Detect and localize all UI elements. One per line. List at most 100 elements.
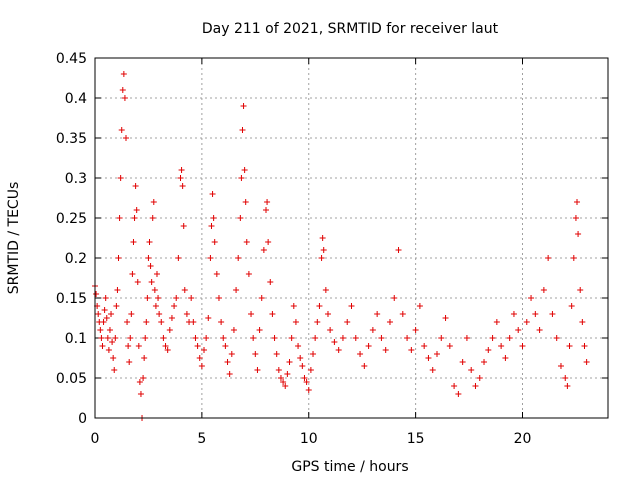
data-point xyxy=(220,335,227,341)
data-point xyxy=(179,183,186,189)
data-point xyxy=(146,239,153,245)
data-point xyxy=(312,335,319,341)
data-point xyxy=(365,343,372,349)
data-point xyxy=(455,391,462,397)
data-point xyxy=(211,239,218,245)
data-point xyxy=(99,343,106,349)
data-point xyxy=(222,343,229,349)
data-point xyxy=(310,351,317,357)
data-point xyxy=(557,363,564,369)
data-point xyxy=(280,379,287,385)
plot-frame xyxy=(94,57,609,419)
data-point xyxy=(395,247,402,253)
data-point xyxy=(245,271,252,277)
data-point xyxy=(152,303,159,309)
data-point xyxy=(335,347,342,353)
data-point xyxy=(295,343,302,349)
data-point xyxy=(150,199,157,205)
data-point xyxy=(532,311,539,317)
y-tick-label: 0.05 xyxy=(56,371,87,387)
data-point xyxy=(305,387,312,393)
data-point xyxy=(115,255,122,261)
data-point xyxy=(528,295,535,301)
data-point xyxy=(241,167,248,173)
data-point xyxy=(226,371,233,377)
data-point xyxy=(120,71,127,77)
data-point xyxy=(237,215,244,221)
data-point xyxy=(429,367,436,373)
data-point xyxy=(316,303,323,309)
data-point xyxy=(579,319,586,325)
data-point xyxy=(158,319,165,325)
data-point xyxy=(438,335,445,341)
data-point xyxy=(183,311,190,317)
data-point xyxy=(472,383,479,389)
data-point xyxy=(391,295,398,301)
data-point xyxy=(124,319,131,325)
data-point xyxy=(101,307,108,313)
data-points xyxy=(92,71,590,421)
data-point xyxy=(215,295,222,301)
data-point xyxy=(545,255,552,261)
data-point xyxy=(292,319,299,325)
data-point xyxy=(282,383,289,389)
data-point xyxy=(141,355,148,361)
data-point xyxy=(493,319,500,325)
data-point xyxy=(290,303,297,309)
data-point xyxy=(205,315,212,321)
data-point xyxy=(540,287,547,293)
data-point xyxy=(235,255,242,261)
data-point xyxy=(106,327,113,333)
data-point xyxy=(327,327,334,333)
data-point xyxy=(148,279,155,285)
data-point xyxy=(144,295,151,301)
data-point xyxy=(260,247,267,253)
data-point xyxy=(128,311,135,317)
data-point xyxy=(145,255,152,261)
data-point xyxy=(357,351,364,357)
data-point xyxy=(519,343,526,349)
data-point xyxy=(378,335,385,341)
data-point xyxy=(575,231,582,237)
data-point xyxy=(549,311,556,317)
data-point xyxy=(318,255,325,261)
data-point xyxy=(181,287,188,293)
data-point xyxy=(155,295,162,301)
data-point xyxy=(102,295,109,301)
data-point xyxy=(572,215,579,221)
data-point xyxy=(566,343,573,349)
data-point xyxy=(399,311,406,317)
data-point xyxy=(180,223,187,229)
data-point xyxy=(112,335,119,341)
data-point xyxy=(178,167,185,173)
data-point xyxy=(256,327,263,333)
data-point xyxy=(111,367,118,373)
data-point xyxy=(209,191,216,197)
data-point xyxy=(386,319,393,325)
data-point xyxy=(239,127,246,133)
data-point xyxy=(271,335,278,341)
data-point xyxy=(207,255,214,261)
data-point xyxy=(175,255,182,261)
data-point xyxy=(265,239,272,245)
data-point xyxy=(156,311,163,317)
x-axis-label: GPS time / hours xyxy=(291,459,408,475)
data-point xyxy=(171,303,178,309)
x-tick-label: 0 xyxy=(91,431,100,447)
data-point xyxy=(203,335,210,341)
data-point xyxy=(166,327,173,333)
data-point xyxy=(459,359,466,365)
data-point xyxy=(297,355,304,361)
data-point xyxy=(192,335,199,341)
data-point xyxy=(198,363,205,369)
data-point xyxy=(502,355,509,361)
data-point xyxy=(451,383,458,389)
data-point xyxy=(121,95,128,101)
data-point xyxy=(240,103,247,109)
data-point xyxy=(536,327,543,333)
data-point xyxy=(434,351,440,357)
data-point xyxy=(515,327,522,333)
data-point xyxy=(151,287,158,293)
data-point xyxy=(108,311,115,317)
data-point xyxy=(143,319,150,325)
